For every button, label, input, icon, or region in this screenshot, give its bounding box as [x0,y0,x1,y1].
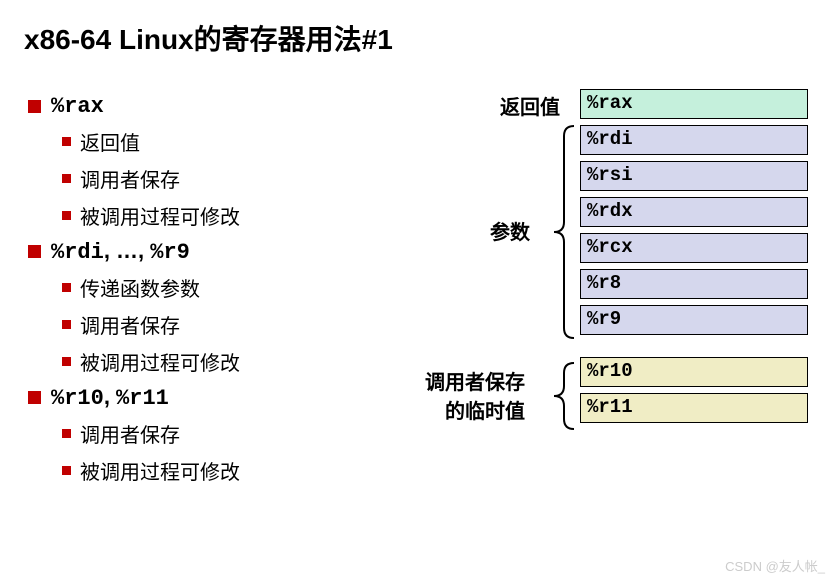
brace-icon [550,361,578,431]
brace-icon [550,124,578,340]
bullet-l1: %rax [28,94,420,119]
bullet-l2-text: 被调用过程可修改 [80,201,240,230]
register-box: %rdi [580,125,808,155]
square-bullet-small-icon [62,466,71,475]
bullet-l1: %rdi, …, %r9 [28,238,420,265]
bullet-l2: 调用者保存 [62,310,420,339]
square-bullet-icon [28,100,41,113]
register-box: %rdx [580,197,808,227]
bullet-l1: %r10, %r11 [28,384,420,411]
register-box: %rcx [580,233,808,263]
square-bullet-small-icon [62,283,71,292]
square-bullet-small-icon [62,320,71,329]
bullet-l1-text: %rdi, …, %r9 [51,238,190,265]
bullet-l2-text: 被调用过程可修改 [80,456,240,485]
square-bullet-small-icon [62,429,71,438]
register-box: %r9 [580,305,808,335]
bullet-list: %rax返回值调用者保存被调用过程可修改%rdi, …, %r9传递函数参数调用… [0,86,420,485]
bullet-l2-text: 被调用过程可修改 [80,347,240,376]
register-box: %r8 [580,269,808,299]
register-box: %rax [580,89,808,119]
square-bullet-icon [28,391,41,404]
bullet-l2-text: 返回值 [80,127,140,156]
bullet-l2: 被调用过程可修改 [62,347,420,376]
bullet-l2: 返回值 [62,127,420,156]
square-bullet-small-icon [62,174,71,183]
content-wrap: %rax返回值调用者保存被调用过程可修改%rdi, …, %r9传递函数参数调用… [0,58,839,485]
register-diagram: %rax %rdi %rsi %rdx %rcx %r8 %r9 %r10 %r11 返回值参数… [420,86,839,485]
group-label: 调用者保存 的临时值 [425,366,525,424]
bullet-l2: 调用者保存 [62,419,420,448]
square-bullet-icon [28,245,41,258]
register-box: %r11 [580,393,808,423]
bullet-l1-text: %rax [51,94,104,119]
bullet-l2: 传递函数参数 [62,273,420,302]
register-box: %r10 [580,357,808,387]
bullet-l2: 调用者保存 [62,164,420,193]
bullet-l1-text: %r10, %r11 [51,384,169,411]
register-box: %rsi [580,161,808,191]
bullet-l2-text: 传递函数参数 [80,273,200,302]
group-label: 参数 [490,216,530,245]
bullet-l2-text: 调用者保存 [80,164,180,193]
square-bullet-small-icon [62,357,71,366]
group-label: 返回值 [500,91,560,120]
bullet-l2-text: 调用者保存 [80,419,180,448]
bullet-l2: 被调用过程可修改 [62,201,420,230]
square-bullet-small-icon [62,137,71,146]
square-bullet-small-icon [62,211,71,220]
watermark: CSDN @友人帐_ [725,556,825,575]
bullet-l2: 被调用过程可修改 [62,456,420,485]
bullet-l2-text: 调用者保存 [80,310,180,339]
page-title: x86-64 Linux的寄存器用法#1 [0,0,839,58]
